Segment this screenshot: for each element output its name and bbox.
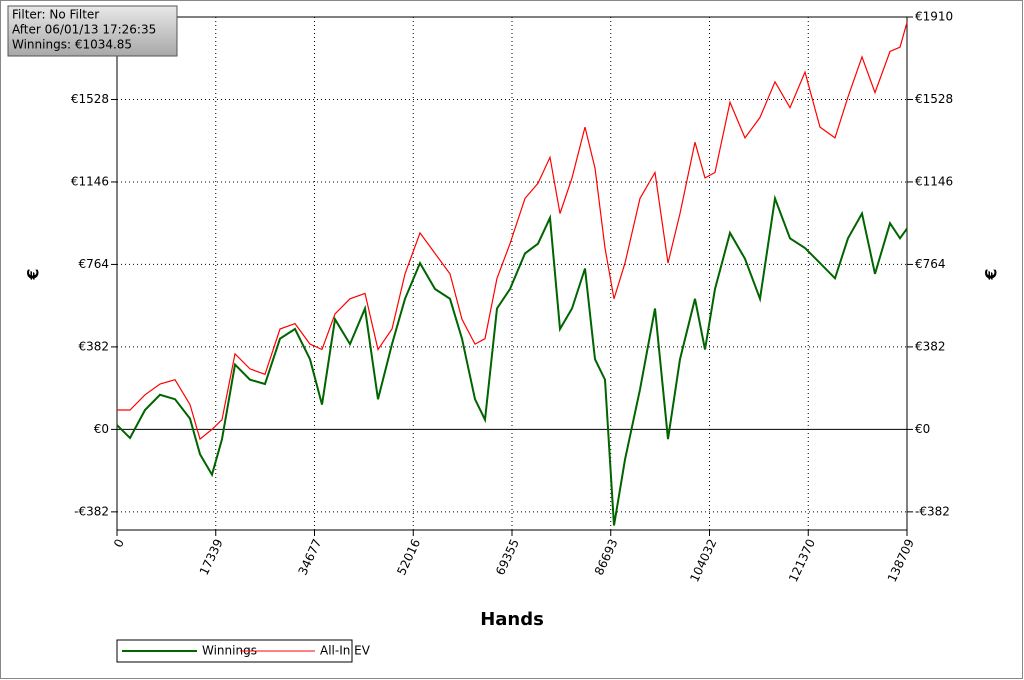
legend-box [116,639,353,663]
y-tick-label: -€382 [74,504,109,518]
y-tick-label: €1528 [71,92,109,106]
y2-tick-label: €1528 [915,92,953,106]
y2-tick-label: €764 [915,257,946,271]
info-line: Winnings: €1034.85 [12,38,132,52]
legend-label: All-In EV [320,644,371,658]
series-line [116,194,908,526]
info-line: Filter: No Filter [12,8,99,22]
y2-tick-label: €382 [915,339,946,353]
info-line: After 06/01/13 17:26:35 [12,23,156,37]
y-tick-label: €1146 [71,174,109,188]
y2-tick-label: €1146 [915,174,953,188]
y-tick-label: €0 [94,422,109,436]
x-axis-label: Hands [480,609,544,630]
plot-border [116,16,908,531]
y2-tick-label: -€382 [915,504,950,518]
y-tick-label: €764 [78,257,109,271]
legend-label: Winnings [202,644,257,658]
series-line [117,22,908,441]
y2-axis-label: € [982,268,1001,280]
info-box [7,5,178,57]
y-tick-label: €382 [78,339,109,353]
y2-tick-label: €1910 [915,10,953,24]
y2-tick-label: €0 [915,422,930,436]
y-axis-label: € [24,268,43,280]
